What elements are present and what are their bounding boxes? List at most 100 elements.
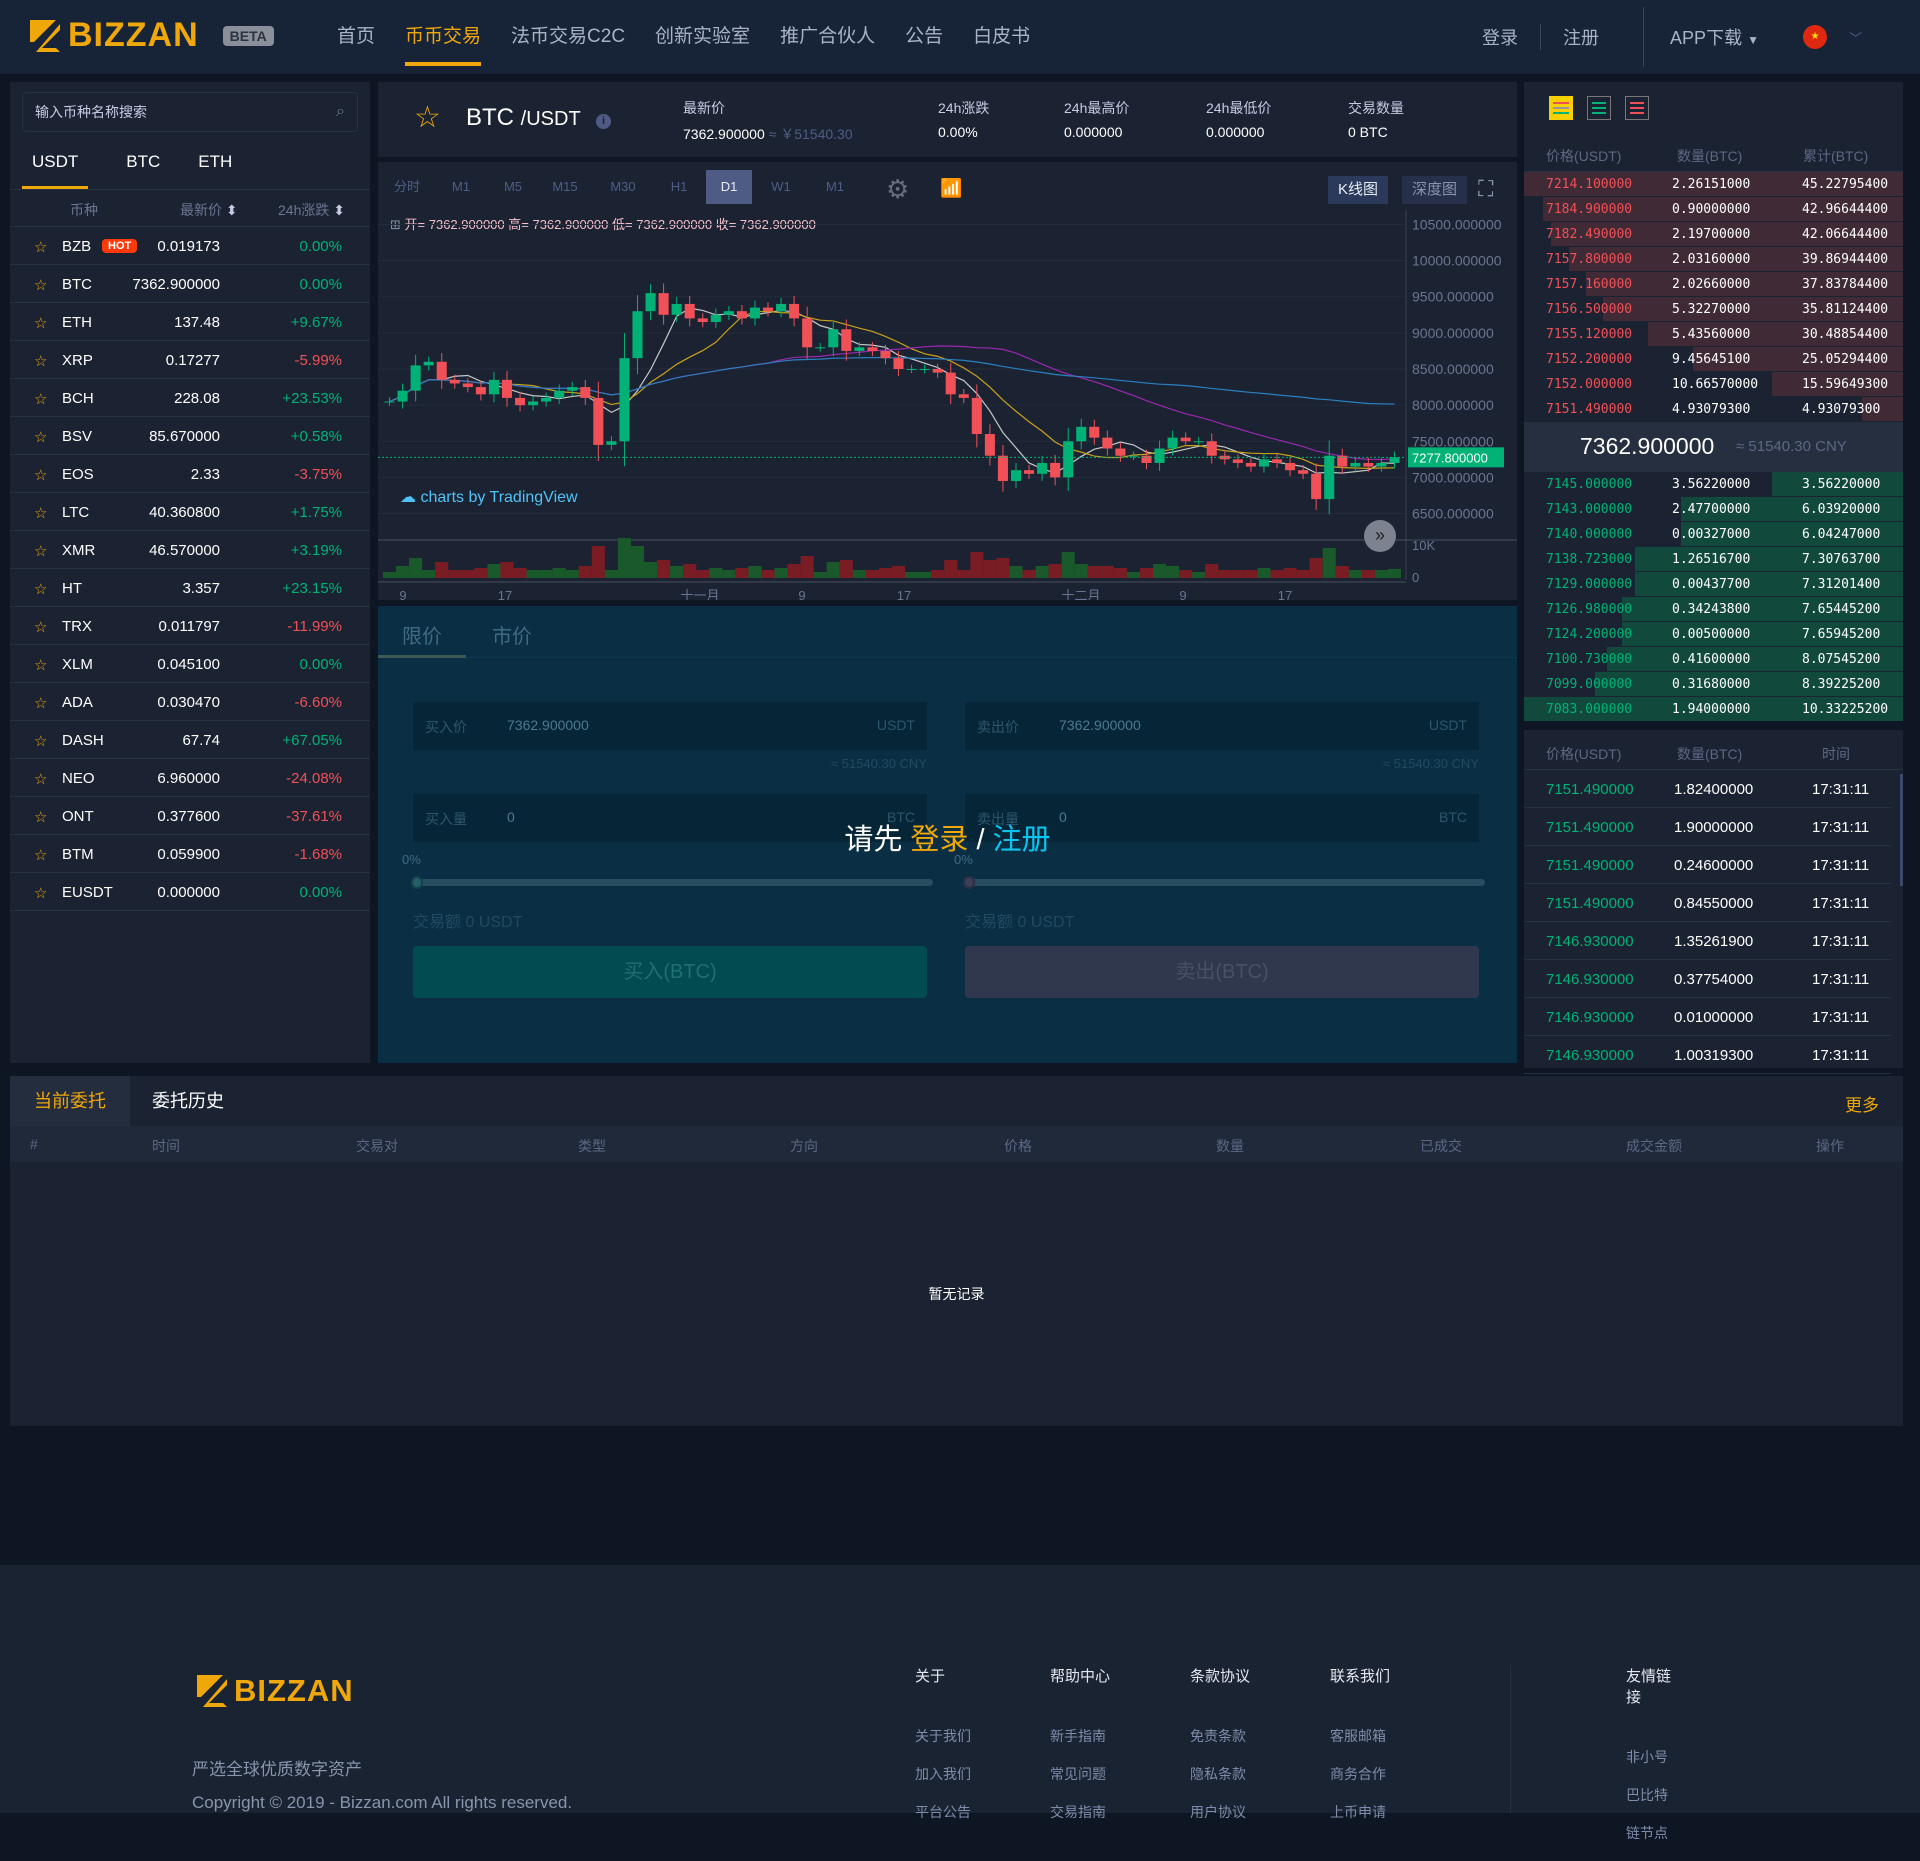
tab-btc[interactable]: BTC bbox=[126, 152, 161, 171]
favorite-star-icon[interactable]: ☆ bbox=[34, 733, 48, 750]
timeframe-2[interactable]: M5 bbox=[503, 179, 523, 194]
bids-row[interactable]: 7138.723000 1.26516700 7.30763700 bbox=[1524, 547, 1903, 572]
favorite-star-icon[interactable]: ☆ bbox=[34, 391, 48, 408]
slider-handle[interactable] bbox=[963, 876, 975, 889]
market-row[interactable]: ☆ XRP 0.17277 -5.99% bbox=[10, 341, 370, 379]
bids-row[interactable]: 7126.980000 0.34243800 7.65445200 bbox=[1524, 597, 1903, 622]
footer-link[interactable]: 用户协议 bbox=[1190, 1804, 1246, 1820]
timeframe-1[interactable]: M1 bbox=[451, 179, 471, 194]
trades-scrollbar[interactable] bbox=[1900, 774, 1903, 886]
buy-price-input[interactable]: 买入价 7362.900000 USDT bbox=[413, 702, 927, 750]
nav-whitepaper[interactable]: 白皮书 bbox=[973, 26, 1031, 47]
bids-row[interactable]: 7140.000000 0.00327000 6.04247000 bbox=[1524, 522, 1903, 547]
market-row[interactable]: ☆ BTM 0.059900 -1.68% bbox=[10, 835, 370, 873]
favorite-star-icon[interactable]: ☆ bbox=[34, 315, 48, 332]
footer-link[interactable]: 商务合作 bbox=[1330, 1766, 1386, 1782]
bids-row[interactable]: 7143.000000 2.47700000 6.03920000 bbox=[1524, 497, 1903, 522]
more-link[interactable]: 更多 bbox=[1845, 1096, 1879, 1115]
asks-row[interactable]: 7151.490000 4.93079300 4.93079300 bbox=[1524, 397, 1903, 422]
tab-usdt[interactable]: USDT bbox=[22, 152, 89, 189]
footer-link[interactable]: 隐私条款 bbox=[1190, 1766, 1246, 1782]
asks-row[interactable]: 7182.490000 2.19700000 42.06644400 bbox=[1524, 222, 1903, 247]
market-row[interactable]: ☆ ADA 0.030470 -6.60% bbox=[10, 683, 370, 721]
timeframe-5[interactable]: H1 bbox=[670, 179, 688, 194]
asks-row[interactable]: 7156.500000 5.32270000 35.81124400 bbox=[1524, 297, 1903, 322]
asks-row[interactable]: 7184.900000 0.90000000 42.96644400 bbox=[1524, 197, 1903, 222]
register-link[interactable]: 注册 bbox=[1563, 28, 1600, 48]
market-row[interactable]: ☆ BCH 228.08 +23.53% bbox=[10, 379, 370, 417]
favorite-star-icon[interactable]: ☆ bbox=[414, 101, 441, 134]
market-row[interactable]: ☆ DASH 67.74 +67.05% bbox=[10, 721, 370, 759]
market-row[interactable]: ☆ BZB HOT 0.019173 0.00% bbox=[10, 227, 370, 265]
tab-order-history[interactable]: 委托历史 bbox=[152, 1091, 224, 1111]
favorite-star-icon[interactable]: ☆ bbox=[34, 581, 48, 598]
favorite-star-icon[interactable]: ☆ bbox=[34, 695, 48, 712]
prompt-login-link[interactable]: 登录 bbox=[910, 824, 969, 856]
favorite-star-icon[interactable]: ☆ bbox=[34, 505, 48, 522]
chevron-down-icon[interactable]: ﹀ bbox=[1848, 30, 1862, 46]
favorite-star-icon[interactable]: ☆ bbox=[34, 619, 48, 636]
bids-only-icon[interactable] bbox=[1587, 96, 1611, 120]
depth-view-button[interactable]: 深度图 bbox=[1402, 176, 1468, 204]
favorite-star-icon[interactable]: ☆ bbox=[34, 429, 48, 446]
col-price-sort[interactable]: 最新价 ⬍ bbox=[180, 200, 238, 220]
timeframe-0[interactable]: 分时 bbox=[393, 179, 420, 194]
buy-percent-slider[interactable] bbox=[411, 876, 933, 889]
favorite-star-icon[interactable]: ☆ bbox=[34, 467, 48, 484]
nav-lab[interactable]: 创新实验室 bbox=[655, 26, 751, 47]
footer-link[interactable]: 免责条款 bbox=[1190, 1728, 1246, 1744]
market-row[interactable]: ☆ TRX 0.011797 -11.99% bbox=[10, 607, 370, 645]
bids-row[interactable]: 7099.000000 0.31680000 8.39225200 bbox=[1524, 672, 1903, 697]
bids-row[interactable]: 7129.000000 0.00437700 7.31201400 bbox=[1524, 572, 1903, 597]
market-row[interactable]: ☆ BTC 7362.900000 0.00% bbox=[10, 265, 370, 303]
market-row[interactable]: ☆ EUSDT 0.000000 0.00% bbox=[10, 873, 370, 911]
col-change-sort[interactable]: 24h涨跌 ⬍ bbox=[278, 200, 345, 220]
bids-row[interactable]: 7100.730000 0.41600000 8.07545200 bbox=[1524, 647, 1903, 672]
footer-link[interactable]: 平台公告 bbox=[915, 1804, 971, 1820]
chart-canvas[interactable]: 10500.000000 10000.000000 9500.000000 9000.… bbox=[378, 210, 1517, 600]
asks-row[interactable]: 7152.200000 9.45645100 25.05294400 bbox=[1524, 347, 1903, 372]
fullscreen-icon[interactable]: ⛶ bbox=[1478, 176, 1494, 201]
app-download-dropdown[interactable]: APP下载 ▼ bbox=[1670, 24, 1759, 50]
indicators-icon[interactable]: 📶 bbox=[940, 178, 963, 198]
favorite-star-icon[interactable]: ☆ bbox=[34, 771, 48, 788]
timeframe-4[interactable]: M30 bbox=[610, 179, 636, 194]
favorite-star-icon[interactable]: ☆ bbox=[34, 353, 48, 370]
favorite-star-icon[interactable]: ☆ bbox=[34, 847, 48, 864]
favorite-star-icon[interactable]: ☆ bbox=[34, 543, 48, 560]
prompt-register-link[interactable]: 注册 bbox=[992, 824, 1051, 856]
timeframe-7[interactable]: W1 bbox=[771, 179, 791, 194]
sell-percent-slider[interactable] bbox=[963, 876, 1485, 889]
logo[interactable]: BIZZAN BETA bbox=[28, 16, 274, 55]
nav-partner[interactable]: 推广合伙人 bbox=[780, 26, 876, 47]
favorite-star-icon[interactable]: ☆ bbox=[34, 239, 48, 256]
timeframe-6[interactable]: D1 bbox=[706, 170, 752, 204]
footer-link[interactable]: 上币申请 bbox=[1330, 1804, 1386, 1820]
nav-announcement[interactable]: 公告 bbox=[905, 26, 944, 47]
market-row[interactable]: ☆ EOS 2.33 -3.75% bbox=[10, 455, 370, 493]
kline-chart[interactable]: 分时 M1 M5 M15 M30 H1 D1 W1 M1 ⚙ 📶 K线图 深度图 ⛶ ⊞ 开= … bbox=[378, 162, 1517, 600]
timeframe-3[interactable]: M15 bbox=[552, 179, 578, 194]
nav-c2c[interactable]: 法币交易C2C bbox=[511, 26, 626, 47]
sell-price-input[interactable]: 卖出价 7362.900000 USDT bbox=[965, 702, 1479, 750]
tab-eth[interactable]: ETH bbox=[198, 152, 233, 171]
tradingview-watermark[interactable]: ☁ charts by TradingView bbox=[400, 487, 578, 507]
asks-only-icon[interactable] bbox=[1625, 96, 1649, 120]
market-row[interactable]: ☆ ONT 0.377600 -37.61% bbox=[10, 797, 370, 835]
slider-handle[interactable] bbox=[411, 876, 423, 889]
kline-view-button[interactable]: K线图 bbox=[1328, 176, 1389, 204]
footer-link[interactable]: 交易指南 bbox=[1050, 1804, 1106, 1820]
asks-row[interactable]: 7155.120000 5.43560000 30.48854400 bbox=[1524, 322, 1903, 347]
buy-button[interactable]: 买入(BTC) bbox=[413, 946, 927, 998]
market-row[interactable]: ☆ XMR 46.570000 +3.19% bbox=[10, 531, 370, 569]
tab-current-orders[interactable]: 当前委托 bbox=[10, 1076, 130, 1126]
market-row[interactable]: ☆ NEO 6.960000 -24.08% bbox=[10, 759, 370, 797]
footer-link[interactable]: 巴比特 bbox=[1626, 1787, 1668, 1803]
sell-button[interactable]: 卖出(BTC) bbox=[965, 946, 1479, 998]
favorite-star-icon[interactable]: ☆ bbox=[34, 885, 48, 902]
market-row[interactable]: ☆ LTC 40.360800 +1.75% bbox=[10, 493, 370, 531]
tab-market[interactable]: 市价 bbox=[492, 626, 532, 648]
tab-limit[interactable]: 限价 bbox=[402, 626, 442, 648]
buy-amount-input[interactable]: 买入量 0 BTC bbox=[413, 794, 927, 842]
sell-amount-input[interactable]: 卖出量 0 BTC bbox=[965, 794, 1479, 842]
